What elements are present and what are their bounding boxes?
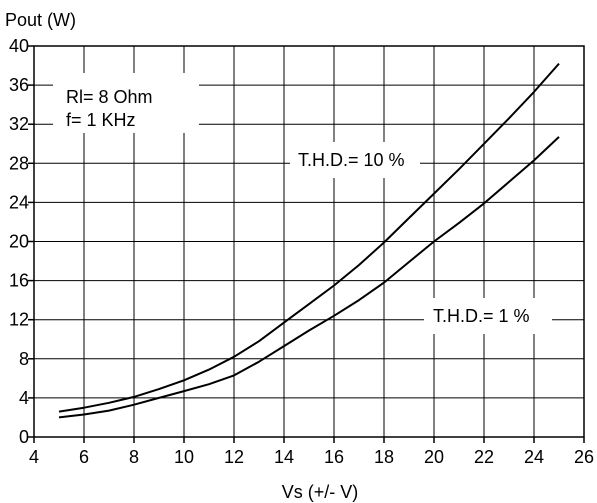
x-tick-label: 8 bbox=[129, 447, 139, 467]
y-tick-label: 0 bbox=[19, 427, 29, 447]
y-tick-label: 28 bbox=[9, 153, 29, 173]
x-tick-label: 6 bbox=[79, 447, 89, 467]
condition-load: Rl= 8 Ohm bbox=[66, 87, 153, 107]
x-tick-label: 22 bbox=[474, 447, 494, 467]
x-tick-label: 10 bbox=[174, 447, 194, 467]
y-tick-label: 12 bbox=[9, 310, 29, 330]
x-tick-label: 20 bbox=[424, 447, 444, 467]
condition-frequency: f= 1 KHz bbox=[66, 110, 136, 130]
series-label-thd-10: T.H.D.= 10 % bbox=[298, 150, 405, 170]
y-tick-label: 16 bbox=[9, 271, 29, 291]
y-tick-label: 8 bbox=[19, 349, 29, 369]
series-line-1 bbox=[58, 136, 560, 419]
series-label-10-background bbox=[290, 142, 420, 178]
x-tick-label: 14 bbox=[274, 447, 294, 467]
conditions-background bbox=[53, 73, 199, 133]
y-tick-label: 40 bbox=[9, 36, 29, 56]
x-tick-label: 16 bbox=[324, 447, 344, 467]
y-tick-label: 36 bbox=[9, 75, 29, 95]
series-label-1-background bbox=[424, 298, 552, 334]
y-tick-label: 4 bbox=[19, 388, 29, 408]
y-tick-label: 20 bbox=[9, 232, 29, 252]
x-tick-label: 4 bbox=[29, 447, 39, 467]
series-label-thd-1: T.H.D.= 1 % bbox=[433, 306, 530, 326]
series-layer bbox=[58, 62, 560, 419]
y-tick-label: 24 bbox=[9, 192, 29, 212]
y-axis-label: Pout (W) bbox=[5, 10, 76, 30]
x-axis-label: Vs (+/- V) bbox=[282, 482, 359, 502]
x-tick-label: 26 bbox=[574, 447, 594, 467]
series-line-0 bbox=[58, 62, 560, 413]
x-tick-label: 12 bbox=[224, 447, 244, 467]
x-tick-label: 18 bbox=[374, 447, 394, 467]
y-tick-label: 32 bbox=[9, 114, 29, 134]
x-tick-label: 24 bbox=[524, 447, 544, 467]
